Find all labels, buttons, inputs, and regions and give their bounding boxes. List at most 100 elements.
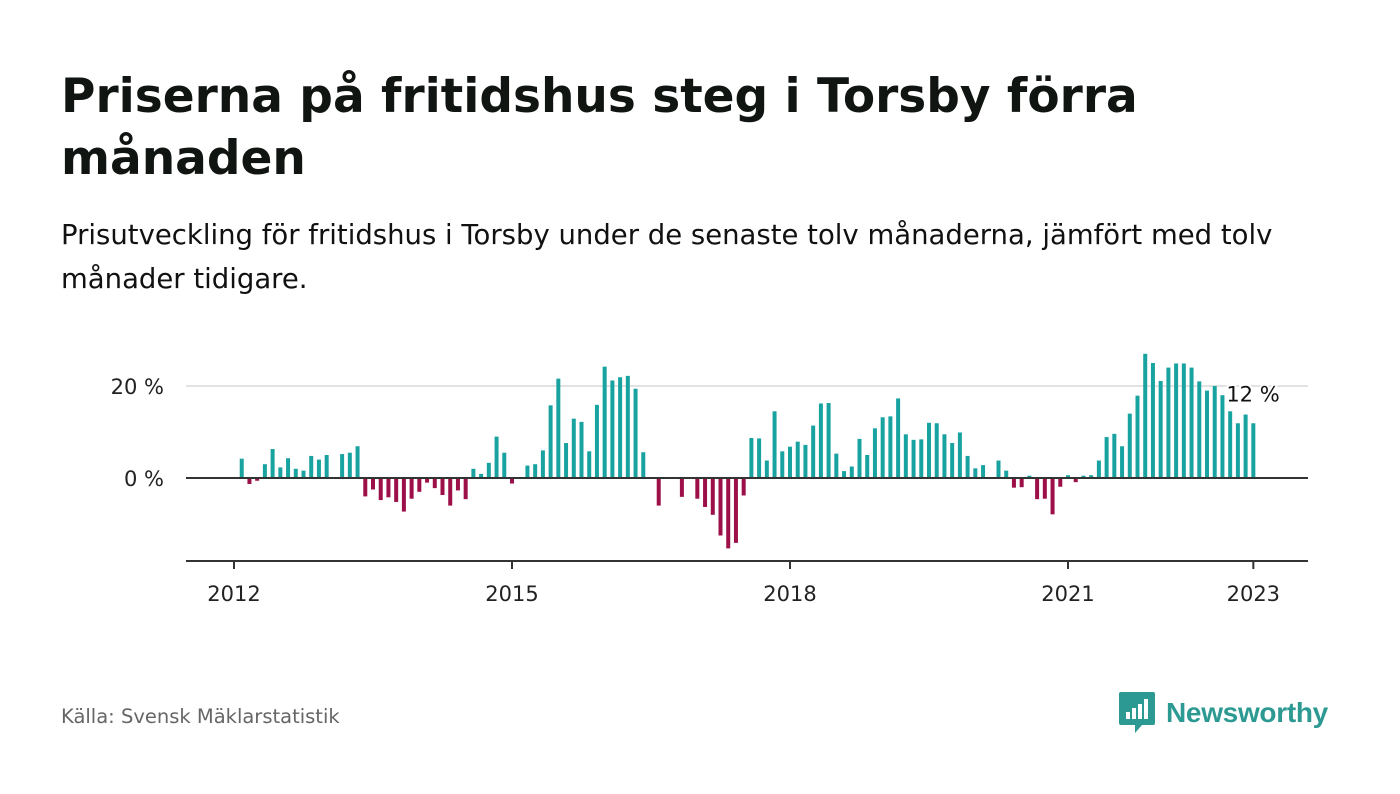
bar [440, 478, 445, 496]
bar [556, 378, 561, 478]
bar [849, 466, 854, 478]
bar [896, 398, 901, 478]
bar [927, 422, 931, 478]
bar [1096, 460, 1101, 478]
bar [262, 464, 267, 478]
bar [942, 434, 947, 478]
brand-name: Newsworthy [1166, 697, 1328, 728]
bar [818, 403, 823, 478]
bar [1135, 395, 1140, 478]
bar [1073, 478, 1078, 483]
bar [641, 452, 646, 478]
bar [857, 438, 862, 478]
bar [255, 478, 260, 481]
bar [764, 460, 769, 478]
bar [1220, 395, 1225, 478]
bar [788, 446, 792, 478]
bar [409, 478, 414, 499]
bar [301, 470, 306, 478]
bar [1205, 390, 1209, 478]
bar [1158, 380, 1163, 478]
bar [679, 478, 684, 497]
bar [540, 450, 545, 478]
bar [270, 449, 275, 478]
bar [1212, 386, 1217, 478]
bar [865, 455, 870, 478]
bar [347, 452, 352, 478]
bar [834, 453, 839, 478]
brand-logo[interactable]: Newsworthy [1118, 688, 1328, 738]
bar [718, 478, 723, 536]
bar [625, 375, 630, 478]
bar [1127, 413, 1132, 478]
bar [510, 478, 514, 484]
x-tick-label: 2018 [763, 582, 816, 606]
chart-title: Priserna på fritidshus steg i Torsby för… [61, 69, 1138, 186]
bar [293, 468, 298, 478]
bar [1120, 446, 1125, 478]
bar [340, 454, 345, 478]
bar [826, 403, 831, 478]
bar [1228, 411, 1233, 478]
bar [1166, 367, 1171, 478]
bar [355, 446, 360, 478]
bar [1081, 475, 1086, 478]
bar [957, 432, 962, 478]
bar [463, 478, 468, 500]
bar [795, 441, 800, 478]
bar [903, 434, 908, 478]
bar [394, 478, 399, 502]
bar [656, 478, 661, 506]
bar [548, 405, 553, 478]
bar [1042, 478, 1047, 499]
newsworthy-logo-icon [1119, 692, 1155, 733]
bar [1019, 478, 1024, 488]
bar [880, 417, 885, 478]
bar [471, 468, 476, 478]
bar [872, 428, 877, 478]
bar [1143, 353, 1148, 478]
bar [919, 439, 924, 478]
x-tick-label: 2015 [485, 582, 538, 606]
bar [633, 388, 638, 478]
bar [842, 471, 847, 478]
bar [363, 478, 368, 497]
bar [1104, 437, 1109, 478]
bar [1181, 363, 1186, 478]
bar [378, 478, 383, 501]
bar [888, 416, 893, 478]
bar [950, 443, 955, 478]
bar [587, 451, 592, 478]
bar [278, 467, 283, 478]
bar [579, 421, 584, 478]
bar [571, 418, 576, 478]
source-note: Källa: Svensk Mäklarstatistik [61, 705, 340, 728]
bar [1112, 433, 1117, 478]
bar [1066, 475, 1070, 478]
bar [1050, 478, 1055, 515]
x-tick-label: 2021 [1041, 582, 1094, 606]
bar [564, 443, 569, 478]
bar [494, 436, 499, 478]
bar [602, 366, 607, 478]
bar [401, 478, 406, 512]
bar [309, 455, 314, 478]
bar [1035, 478, 1040, 500]
bar [749, 437, 754, 478]
bar [417, 478, 422, 492]
bar [726, 478, 731, 549]
axis-layer [186, 477, 1308, 569]
bar [386, 478, 391, 498]
bar [811, 425, 816, 478]
bar [1197, 381, 1202, 478]
bar [703, 478, 708, 507]
bar [780, 451, 785, 478]
bar [710, 478, 715, 515]
bar [934, 423, 939, 478]
bar [996, 460, 1001, 478]
bar [425, 478, 430, 483]
bar [733, 478, 738, 543]
bar-chart: 0 % 20 % 2012 2015 2018 2021 2023 12 % [111, 353, 1308, 606]
bar [324, 455, 329, 478]
bar [1150, 363, 1155, 478]
